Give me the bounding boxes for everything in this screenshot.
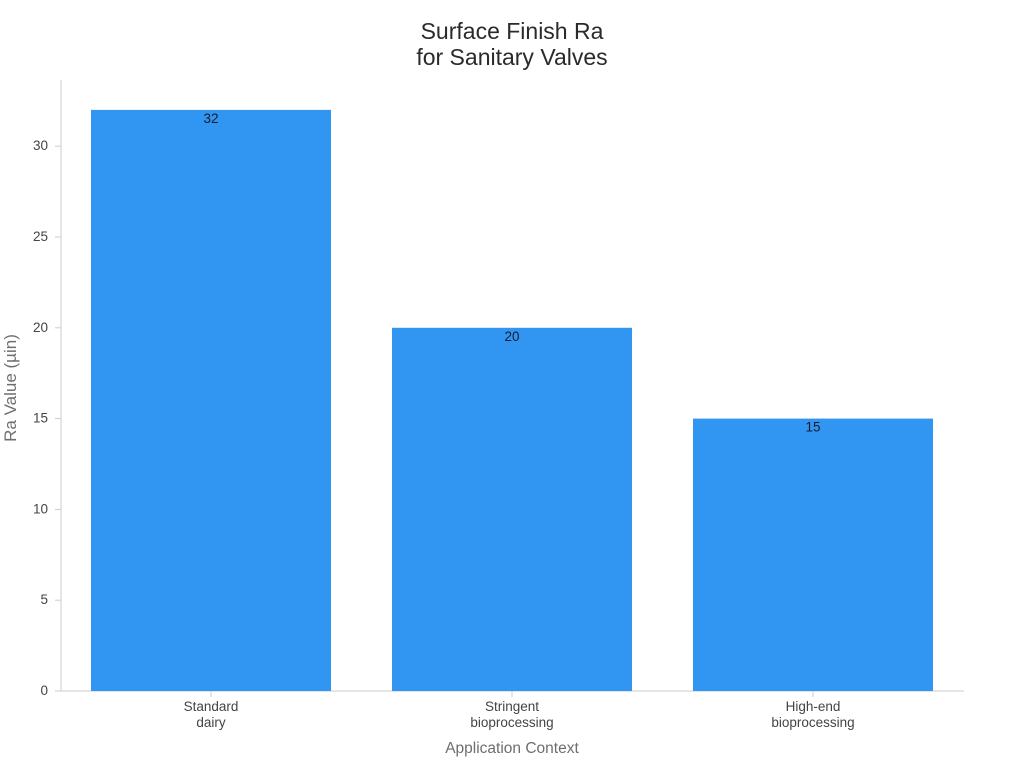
svg-text:Ra Value (µin): Ra Value (µin)	[1, 334, 20, 442]
svg-text:10: 10	[33, 501, 48, 516]
svg-text:15: 15	[805, 420, 820, 435]
svg-text:Application Context: Application Context	[445, 740, 579, 757]
svg-text:32: 32	[203, 111, 218, 126]
svg-text:Stringent: Stringent	[485, 699, 539, 714]
svg-text:0: 0	[40, 683, 48, 698]
svg-text:dairy: dairy	[196, 715, 226, 730]
svg-text:5: 5	[40, 592, 48, 607]
svg-text:20: 20	[33, 320, 48, 335]
svg-text:Standard: Standard	[184, 699, 239, 714]
svg-text:20: 20	[504, 329, 519, 344]
svg-text:30: 30	[33, 138, 48, 153]
svg-text:25: 25	[33, 229, 48, 244]
svg-text:bioprocessing: bioprocessing	[470, 715, 553, 730]
svg-text:High-end: High-end	[786, 699, 841, 714]
svg-text:15: 15	[33, 411, 48, 426]
svg-text:bioprocessing: bioprocessing	[771, 715, 854, 730]
svg-text:for Sanitary Valves: for Sanitary Valves	[416, 44, 607, 70]
svg-text:Surface Finish Ra: Surface Finish Ra	[421, 18, 604, 44]
